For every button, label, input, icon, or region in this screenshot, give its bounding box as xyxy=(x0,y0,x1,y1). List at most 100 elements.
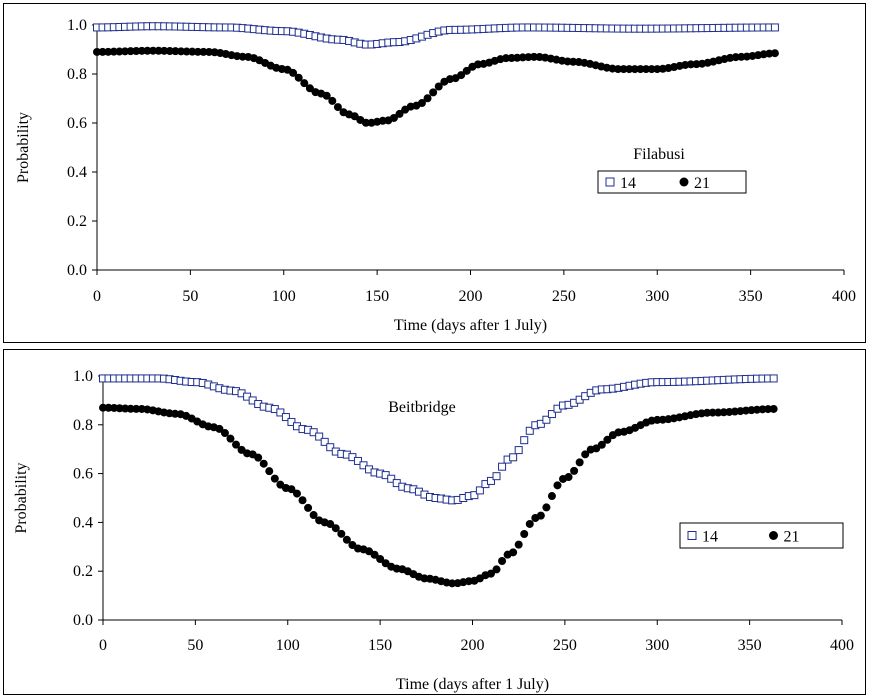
legend-marker xyxy=(769,531,778,540)
data-point xyxy=(193,47,202,56)
data-point xyxy=(429,88,438,97)
data-point xyxy=(570,466,579,475)
data-point xyxy=(361,118,370,127)
x-tick-label: 250 xyxy=(552,288,576,305)
x-tick-label: 0 xyxy=(93,288,101,305)
data-point xyxy=(182,47,191,56)
chart-title: Filabusi xyxy=(633,146,685,163)
data-point xyxy=(188,47,197,56)
data-point xyxy=(287,417,296,426)
series-14 xyxy=(99,374,778,505)
series-21 xyxy=(99,403,778,588)
data-point xyxy=(171,47,180,56)
y-tick-label: 0.0 xyxy=(73,612,93,629)
data-point xyxy=(322,91,331,100)
data-point xyxy=(542,415,551,424)
series-21 xyxy=(93,46,779,127)
x-tick-label: 200 xyxy=(459,288,483,305)
data-point xyxy=(287,485,296,494)
chart-title: Beitbridge xyxy=(388,399,456,416)
data-point xyxy=(294,73,303,82)
data-point xyxy=(769,404,778,413)
data-point xyxy=(387,474,396,483)
legend-box xyxy=(679,522,844,549)
data-point xyxy=(315,432,324,441)
x-tick-label: 400 xyxy=(830,637,854,654)
y-axis-title: Probability xyxy=(13,462,30,533)
data-point xyxy=(220,429,229,438)
data-point xyxy=(597,440,606,449)
data-point xyxy=(636,65,645,74)
data-point xyxy=(486,476,495,485)
data-point xyxy=(165,46,174,55)
y-tick-label: 0.0 xyxy=(67,262,87,279)
data-point xyxy=(547,492,556,501)
data-point xyxy=(226,434,235,443)
data-point xyxy=(486,569,495,578)
data-point xyxy=(326,520,335,529)
legend-label: 21 xyxy=(784,529,800,546)
data-point xyxy=(298,496,307,505)
data-point xyxy=(520,436,529,445)
x-tick-label: 50 xyxy=(187,637,203,654)
data-point xyxy=(764,405,773,414)
data-point xyxy=(564,473,573,482)
series-14 xyxy=(93,22,779,49)
data-point xyxy=(276,408,285,417)
x-tick-label: 0 xyxy=(99,637,107,654)
x-tick-label: 300 xyxy=(645,288,669,305)
x-tick-label: 100 xyxy=(272,288,296,305)
data-point xyxy=(326,443,335,452)
data-point xyxy=(281,413,290,422)
data-point xyxy=(320,437,329,446)
chart-panel-filabusi: 0 50 100 150 200 250 300 350 400 0.0 0.2 0.4 0.6 0.8 1… xyxy=(3,3,866,343)
data-point xyxy=(126,47,135,56)
data-point xyxy=(536,419,545,428)
data-point xyxy=(498,556,507,565)
data-point xyxy=(304,503,313,512)
data-point xyxy=(132,404,141,413)
data-point xyxy=(525,426,534,435)
y-tick-label: 1.0 xyxy=(73,368,93,385)
data-point xyxy=(300,79,309,88)
data-point xyxy=(328,96,337,105)
x-tick-label: 250 xyxy=(553,637,577,654)
data-point xyxy=(475,486,484,495)
data-point xyxy=(359,461,368,470)
data-point xyxy=(149,46,158,55)
data-point xyxy=(529,52,538,61)
data-point xyxy=(342,535,351,544)
data-point xyxy=(514,446,523,455)
x-tick-label: 350 xyxy=(738,637,762,654)
data-point xyxy=(507,54,516,63)
data-point xyxy=(353,456,362,465)
data-point xyxy=(547,410,556,419)
data-point xyxy=(177,47,186,56)
data-point xyxy=(581,450,590,459)
x-axis-title: Time (days after 1 July) xyxy=(394,317,547,334)
data-point xyxy=(292,489,301,498)
chart-beitbridge: 0 50 100 150 200 250 300 350 400 0.0 0.2 0.4 0.6 0.8 1… xyxy=(13,368,854,693)
data-point xyxy=(215,424,224,433)
chart-filabusi: 0 50 100 150 200 250 300 350 400 0.0 0.2 0.4 0.6 0.8 1… xyxy=(15,17,856,334)
data-point xyxy=(115,47,124,56)
legend: 14 21 xyxy=(679,522,844,549)
data-point xyxy=(337,529,346,538)
data-point xyxy=(542,503,551,512)
y-tick-label: 0.4 xyxy=(67,164,87,181)
data-point xyxy=(254,453,263,462)
legend-marker xyxy=(605,177,615,187)
y-tick-label: 0.2 xyxy=(73,563,93,580)
data-point xyxy=(309,428,318,437)
data-point xyxy=(270,474,279,483)
x-tick-label: 350 xyxy=(739,288,763,305)
x-axis-title: Time (days after 1 July) xyxy=(396,676,549,693)
y-tick-label: 1.0 xyxy=(67,17,87,34)
data-point xyxy=(619,65,628,74)
data-point xyxy=(417,99,426,108)
x-tick-label: 150 xyxy=(365,288,389,305)
x-tick-label: 200 xyxy=(461,637,485,654)
data-point xyxy=(109,47,118,56)
x-tick-label: 300 xyxy=(645,637,669,654)
data-point xyxy=(238,52,247,61)
